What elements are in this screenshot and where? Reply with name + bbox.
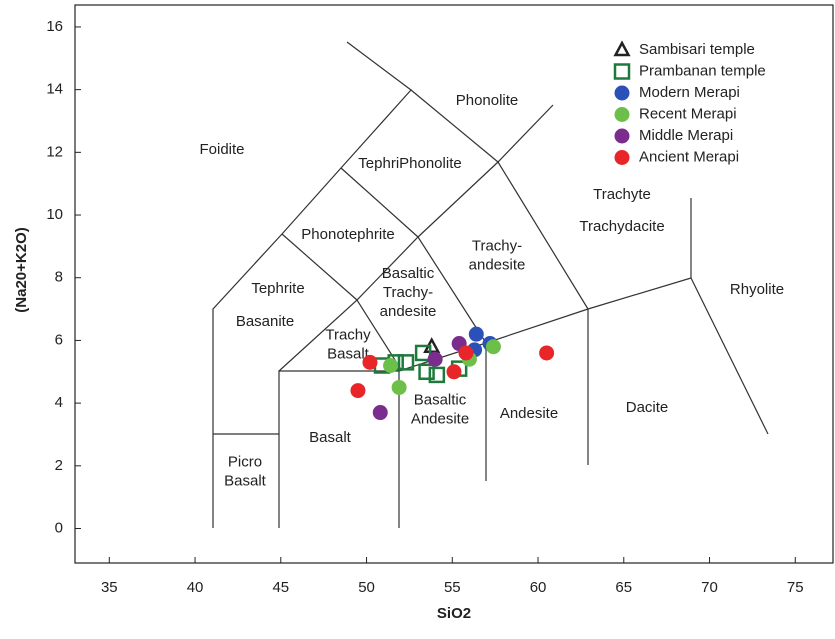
- y-tick-label: 14: [46, 81, 63, 98]
- circle-marker: [362, 354, 378, 370]
- legend-label: Sambisari temple: [639, 41, 755, 58]
- x-tick-label: 65: [615, 579, 632, 596]
- field-label: andesite: [469, 256, 526, 273]
- field-label: Foidite: [199, 141, 244, 158]
- field-label: Trachy: [325, 326, 371, 343]
- circle-marker: [614, 150, 630, 165]
- triangle-marker: [613, 40, 631, 57]
- field-label: Andesite: [411, 410, 469, 427]
- x-tick-label: 75: [787, 579, 804, 596]
- circle-marker: [372, 405, 388, 421]
- square-marker: [397, 354, 415, 371]
- y-tick-label: 0: [55, 519, 63, 536]
- square-marker: [414, 344, 432, 362]
- circle-marker: [427, 351, 443, 367]
- circle-marker: [485, 339, 501, 355]
- y-axis-label: (Na20+K2O): [13, 227, 30, 312]
- square-marker: [418, 363, 435, 381]
- x-axis-label: SiO2: [437, 605, 471, 622]
- field-label: Basaltic: [382, 265, 435, 282]
- legend-label: Modern Merapi: [639, 84, 740, 101]
- field-label: Phonotephrite: [301, 226, 394, 243]
- x-tick-label: 50: [358, 579, 375, 596]
- y-tick-label: 12: [46, 143, 63, 160]
- field-label: andesite: [380, 303, 437, 320]
- x-tick-label: 55: [444, 579, 461, 596]
- square-marker: [613, 63, 631, 80]
- y-tick-label: 8: [55, 269, 63, 286]
- field-label: Phonolite: [456, 92, 519, 109]
- circle-marker: [614, 85, 630, 101]
- circle-marker: [350, 383, 366, 399]
- y-tick-label: 4: [55, 394, 63, 411]
- field-label: Tephrite: [251, 280, 304, 297]
- field-label: Trachydacite: [579, 218, 664, 235]
- y-tick-label: 2: [55, 457, 63, 474]
- field-label: Trachyte: [593, 186, 651, 203]
- circle-marker: [458, 345, 474, 361]
- legend-label: Middle Merapi: [639, 127, 733, 144]
- circle-marker: [614, 107, 630, 122]
- plot-frame: [74, 4, 834, 564]
- field-label: Basalt: [224, 472, 267, 489]
- y-tick-label: 16: [46, 18, 63, 35]
- x-tick-label: 70: [701, 579, 718, 596]
- circle-marker: [614, 128, 630, 144]
- circle-marker: [539, 345, 555, 361]
- x-tick-label: 45: [272, 579, 289, 596]
- circle-marker: [468, 326, 484, 342]
- y-tick-label: 6: [55, 331, 63, 348]
- field-label: Basalt: [327, 345, 370, 362]
- field-label: TephriPhonolite: [358, 155, 461, 172]
- field-label: Trachy-: [472, 237, 522, 254]
- field-label: Rhyolite: [730, 281, 784, 298]
- field-label: Picro: [228, 453, 262, 470]
- x-tick-label: 60: [530, 579, 547, 596]
- circle-marker: [446, 364, 462, 380]
- field-label: Basanite: [236, 313, 294, 330]
- x-tick-label: 35: [101, 579, 118, 596]
- square-marker: [428, 366, 446, 384]
- field-label: Andesite: [500, 405, 558, 422]
- field-label: Trachy-: [383, 284, 433, 301]
- legend: Sambisari temple Prambanan temple Modern M…: [613, 40, 766, 165]
- field-label: Dacite: [626, 399, 669, 416]
- y-tick-label: 10: [46, 206, 63, 223]
- legend-label: Recent Merapi: [639, 105, 737, 122]
- legend-label: Prambanan temple: [639, 62, 766, 79]
- legend-label: Ancient Merapi: [639, 148, 739, 165]
- field-label: Basaltic: [414, 391, 467, 408]
- field-label: Basalt: [309, 429, 352, 446]
- circle-marker: [391, 379, 407, 395]
- circle-marker: [383, 358, 399, 374]
- x-tick-label: 40: [187, 579, 204, 596]
